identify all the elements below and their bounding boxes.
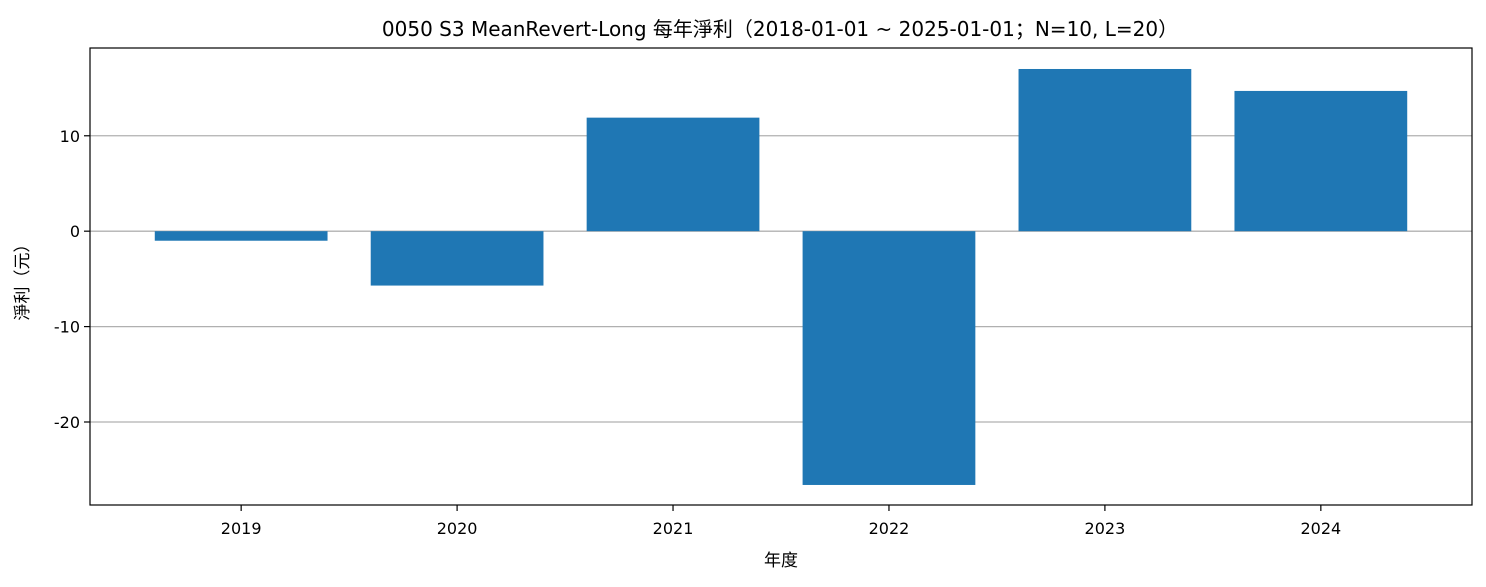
bar	[586, 117, 760, 232]
y-tick-label: -20	[54, 413, 80, 432]
bar	[370, 231, 544, 286]
x-axis-ticks: 2019 2020 2021 2022 2023 2024	[221, 505, 1341, 538]
y-tick-label: 10	[60, 127, 80, 146]
x-tick-label: 2023	[1085, 519, 1126, 538]
x-axis-label: 年度	[764, 551, 798, 571]
bar	[154, 231, 328, 241]
bars	[154, 68, 1408, 485]
x-tick-label: 2022	[869, 519, 910, 538]
y-tick-label: 0	[70, 222, 80, 241]
y-axis-label: 淨利（元）	[13, 236, 33, 321]
x-tick-label: 2021	[653, 519, 694, 538]
bar	[1234, 90, 1408, 232]
plot-frame	[89, 47, 1473, 506]
bar	[802, 231, 976, 485]
chart-title: 0050 S3 MeanRevert-Long 每年淨利（2018-01-01 …	[382, 17, 1178, 41]
x-tick-label: 2024	[1300, 519, 1341, 538]
x-tick-label: 2020	[437, 519, 478, 538]
y-tick-label: -10	[54, 318, 80, 337]
x-tick-label: 2019	[221, 519, 262, 538]
y-axis-ticks: -20 -10 0 10	[54, 127, 90, 432]
bar	[1018, 68, 1192, 232]
